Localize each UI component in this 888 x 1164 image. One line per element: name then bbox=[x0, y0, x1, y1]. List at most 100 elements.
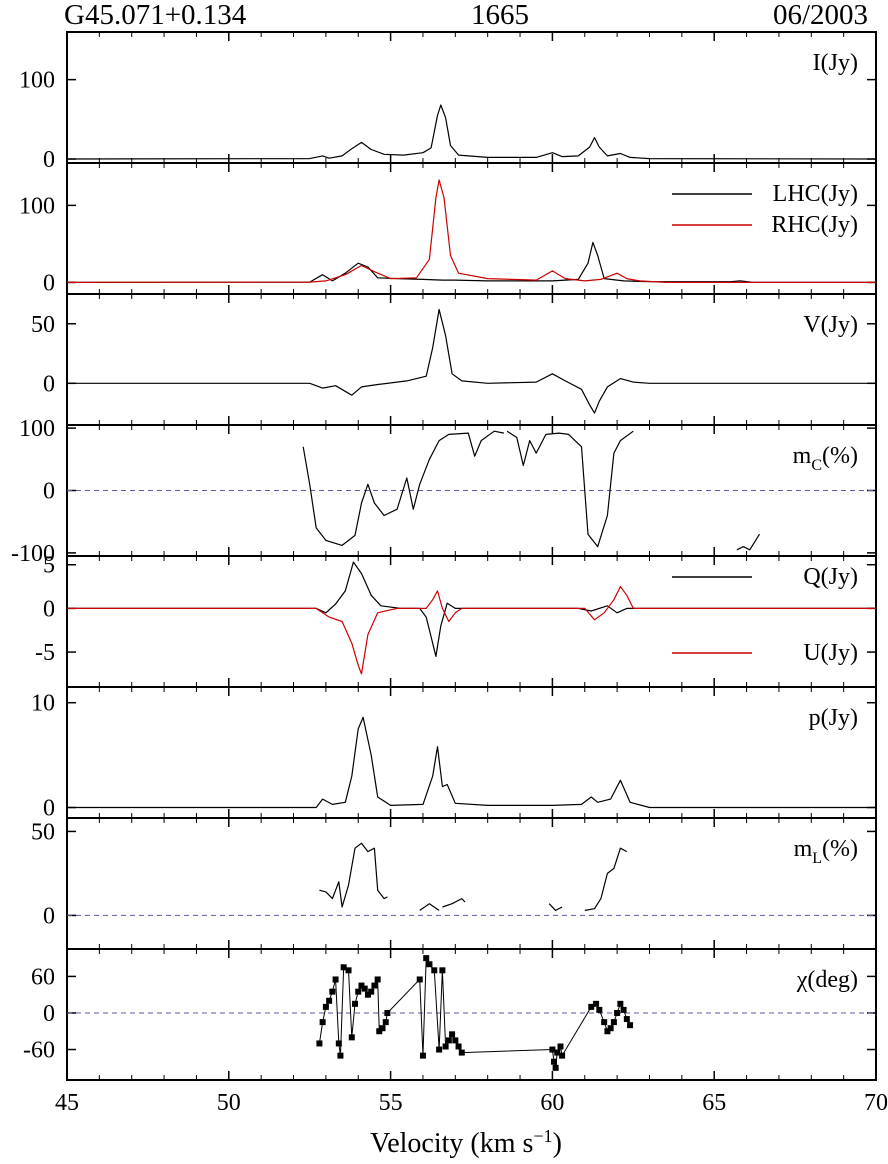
series-line-U(Jy) bbox=[67, 585, 876, 675]
data-point-marker bbox=[348, 1034, 355, 1041]
data-point-marker bbox=[361, 985, 368, 992]
y-tick-label: 100 bbox=[19, 193, 55, 219]
series-line-mL bbox=[319, 842, 388, 908]
legend-label: RHC(Jy) bbox=[771, 212, 858, 238]
y-tick-label: -100 bbox=[11, 541, 55, 567]
y-tick-label: 0 bbox=[43, 1001, 55, 1027]
y-tick-label: 0 bbox=[43, 596, 55, 622]
y-tick-label: 0 bbox=[43, 903, 55, 929]
header-frequency: 1665 bbox=[471, 0, 529, 31]
series-line-mc bbox=[302, 430, 505, 547]
x-axis-label-exp: −1 bbox=[533, 1126, 552, 1146]
y-tick-label: -5 bbox=[35, 640, 55, 666]
data-point-marker bbox=[322, 1003, 329, 1010]
panel-frame bbox=[66, 555, 877, 688]
y-tick-label: 0 bbox=[43, 270, 55, 296]
x-tick-label: 60 bbox=[540, 1090, 564, 1116]
data-point-marker bbox=[355, 988, 362, 995]
x-tick-label: 65 bbox=[702, 1090, 726, 1116]
data-point-marker bbox=[426, 961, 433, 968]
panel-frame bbox=[66, 686, 877, 819]
data-point-marker bbox=[596, 1006, 603, 1013]
data-point-marker bbox=[593, 1000, 600, 1007]
data-point-marker bbox=[316, 1040, 323, 1047]
data-point-marker bbox=[368, 988, 375, 995]
x-axis-label-main: Velocity (km s bbox=[370, 1128, 533, 1159]
data-point-marker bbox=[384, 1009, 391, 1016]
series-line-mL bbox=[442, 897, 466, 908]
panel-frame bbox=[66, 817, 877, 950]
panel-1: 0 100 I(Jy) bbox=[19, 31, 877, 173]
y-tick-label: 10 bbox=[31, 691, 55, 717]
data-point-marker bbox=[352, 1000, 359, 1007]
data-point-marker bbox=[332, 976, 339, 983]
data-point-marker bbox=[442, 1043, 449, 1050]
series-line-mc bbox=[736, 533, 761, 551]
series-line-Q(Jy) bbox=[67, 561, 876, 658]
data-point-marker bbox=[549, 1046, 556, 1053]
data-point-marker bbox=[326, 997, 333, 1004]
y-tick-label: -60 bbox=[23, 1038, 55, 1064]
panel-3: 0 50 V(Jy) bbox=[31, 293, 877, 426]
panel-7: 0 50 mL(%) bbox=[31, 817, 877, 950]
data-point-marker bbox=[382, 1019, 389, 1026]
y-tick-label: 0 bbox=[43, 371, 55, 397]
data-point-marker bbox=[319, 1019, 326, 1026]
data-point-marker bbox=[337, 1052, 344, 1059]
data-point-marker bbox=[371, 982, 378, 989]
x-tick-label: 70 bbox=[864, 1090, 888, 1116]
data-point-marker bbox=[557, 1043, 564, 1050]
panel-frame bbox=[66, 162, 877, 295]
data-point-marker bbox=[345, 967, 352, 974]
data-point-marker bbox=[445, 1037, 452, 1044]
data-point-marker bbox=[376, 1028, 383, 1035]
panel-6: 0 10 p(Jy) bbox=[31, 686, 877, 822]
series-line-I bbox=[66, 104, 877, 160]
data-point-marker bbox=[610, 1019, 617, 1026]
data-point-marker bbox=[455, 1043, 462, 1050]
data-point-marker bbox=[627, 1022, 634, 1029]
data-point-marker bbox=[559, 1052, 566, 1059]
x-tick-label: 45 bbox=[55, 1090, 79, 1116]
x-tick-label: 50 bbox=[217, 1090, 241, 1116]
panel-label: V(Jy) bbox=[803, 312, 858, 338]
x-axis-label: Velocity (km s−1) bbox=[370, 1126, 562, 1159]
data-point-marker bbox=[335, 1040, 342, 1047]
data-point-marker bbox=[364, 991, 371, 998]
panel-frame bbox=[66, 31, 877, 164]
panel-label: χ(deg) bbox=[796, 967, 858, 993]
panel-4: -100 0 100 mC(%) bbox=[11, 416, 877, 567]
data-point-marker bbox=[604, 1028, 611, 1035]
series-line-LHC(Jy) bbox=[66, 241, 876, 283]
data-point-marker bbox=[554, 1049, 561, 1056]
series-line-mL bbox=[584, 847, 628, 911]
data-point-marker bbox=[620, 1006, 627, 1013]
series-line-mL bbox=[419, 903, 440, 911]
data-point-marker bbox=[329, 988, 336, 995]
data-point-marker bbox=[439, 967, 446, 974]
x-tick-label: 55 bbox=[379, 1090, 403, 1116]
y-tick-label: 100 bbox=[19, 68, 55, 94]
y-tick-label: 50 bbox=[31, 312, 55, 338]
y-tick-label: 50 bbox=[31, 819, 55, 845]
panel-label: p(Jy) bbox=[809, 705, 858, 731]
y-tick-label: 0 bbox=[43, 147, 55, 173]
data-point-marker bbox=[588, 1003, 595, 1010]
series-line-V bbox=[67, 308, 876, 414]
panel-frame bbox=[66, 293, 877, 426]
data-point-marker bbox=[458, 1049, 465, 1056]
legend-label: Q(Jy) bbox=[803, 564, 858, 590]
data-point-marker bbox=[416, 976, 423, 983]
data-point-marker bbox=[358, 982, 365, 989]
panel-label: I(Jy) bbox=[813, 50, 858, 76]
data-point-marker bbox=[423, 955, 430, 962]
y-tick-label: 5 bbox=[43, 553, 55, 579]
series-line-mc bbox=[506, 430, 634, 548]
data-point-marker bbox=[340, 964, 347, 971]
data-point-marker bbox=[607, 1025, 614, 1032]
data-point-marker bbox=[623, 1016, 630, 1023]
data-point-marker bbox=[379, 1025, 386, 1032]
y-tick-label: 100 bbox=[19, 416, 55, 442]
